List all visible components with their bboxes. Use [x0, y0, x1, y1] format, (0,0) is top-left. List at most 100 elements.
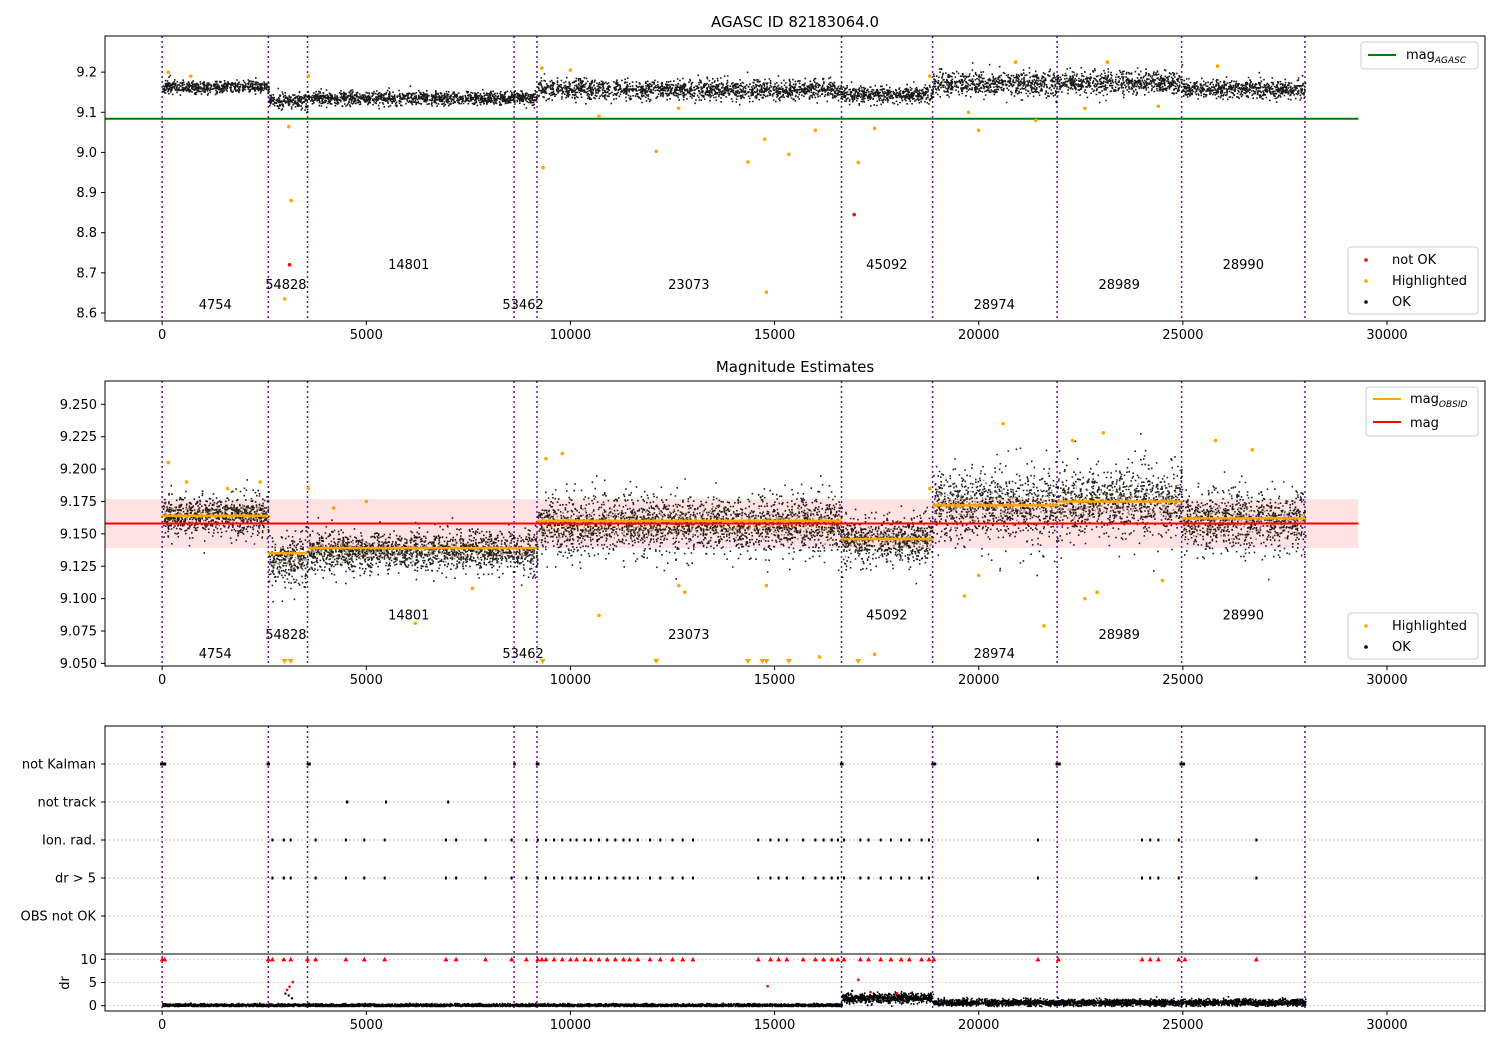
y-tick-label: 8.8: [76, 226, 97, 241]
flag-marker: [455, 876, 458, 880]
flag-marker: [802, 876, 805, 880]
dr-clipped-marker: [162, 956, 168, 962]
flag-marker: [636, 838, 639, 842]
flag-marker: [383, 838, 386, 842]
dr-clipped-marker: [690, 956, 696, 962]
flag-marker: [920, 876, 923, 880]
flag-marker: [606, 838, 609, 842]
flag-marker: [889, 876, 892, 880]
ok-point-cloud: [268, 87, 310, 114]
overlay-layer: [166, 60, 1220, 301]
highlighted-point: [976, 573, 981, 578]
flag-marker: [908, 876, 911, 880]
y-tick-label: 9.175: [60, 495, 97, 510]
flag-marker: [1177, 838, 1180, 842]
chart-title-agasc: AGASC ID 82183064.0: [711, 13, 879, 31]
dr-clipped-marker: [627, 956, 633, 962]
dr-point: [904, 992, 907, 995]
flag-marker: [900, 838, 903, 842]
flag-marker: [444, 838, 447, 842]
highlighted-point: [286, 124, 291, 129]
x-tick-label: 5000: [350, 673, 383, 688]
dr-clipped-marker: [382, 956, 388, 962]
highlighted-point: [1083, 106, 1087, 111]
legend-magnitude-lines: magOBSID mag: [1365, 386, 1479, 437]
legend-label-highlighted: Highlighted: [1392, 619, 1467, 634]
highlighted-point: [597, 613, 601, 618]
obsid-label: 4754: [199, 298, 232, 313]
highlighted-point: [682, 590, 687, 594]
panel-flags: not Kalman not track Ion. rad. dr > 5 OBS no…: [21, 725, 1486, 1033]
highlighted-point: [1034, 118, 1038, 123]
flag-marker: [553, 876, 556, 880]
x-tick-label: 0: [158, 328, 166, 343]
axes-agasc: 0 5000 10000 15000 20000 25000 30000 8.6 8.7 8.8 8…: [76, 66, 1407, 343]
plot-frame: [104, 725, 1486, 1012]
offscale-marker: [763, 659, 770, 664]
dr-clipped-marker: [1055, 956, 1061, 962]
flag-marker: [575, 876, 578, 880]
obsid-label: 28990: [1223, 258, 1264, 273]
flag-marker: [908, 838, 911, 842]
x-tick-label: 10000: [550, 328, 591, 343]
flag-marker: [271, 876, 274, 880]
y-tick-label: 9.225: [60, 430, 97, 445]
flag-marker: [484, 838, 487, 842]
obsid-label: 28989: [1098, 628, 1139, 643]
dr-point: [284, 992, 287, 995]
x-tick-label: 25000: [1162, 328, 1203, 343]
highlighted-point: [306, 486, 311, 491]
obsid-label: 45092: [866, 608, 907, 623]
flag-marker: [777, 876, 780, 880]
ok-point-cloud: [1181, 71, 1307, 103]
highlighted-point: [166, 460, 171, 465]
highlighted-point: [762, 137, 767, 141]
flag-marker: [842, 838, 845, 842]
ok-point-cloud: [514, 89, 539, 109]
not-ok-point: [852, 212, 857, 217]
flag-marker: [649, 876, 652, 880]
flag-marker: [1149, 838, 1152, 842]
flag-marker: [289, 876, 292, 880]
flag-marker: [814, 838, 817, 842]
flag-marker: [649, 838, 652, 842]
flag-marker: [536, 876, 539, 880]
dr-clipped-marker: [574, 956, 580, 962]
dr-point-cloud: [841, 990, 935, 1007]
flag-marker: [614, 876, 617, 880]
flag-marker: [1149, 876, 1152, 880]
ok-point-cloud: [841, 81, 935, 107]
flag-marker: [383, 876, 386, 880]
highlighted-point: [966, 110, 971, 115]
x-tick-label: 5000: [350, 1018, 383, 1033]
y-tick-label: 9.100: [60, 592, 97, 607]
flag-marker: [836, 876, 839, 880]
dr-clipped-marker: [567, 956, 573, 962]
legend-label-not-ok: not OK: [1392, 253, 1437, 268]
chart-title-magnitude-estimates: Magnitude Estimates: [716, 358, 874, 376]
flag-marker: [822, 838, 825, 842]
dr-clipped-marker: [288, 956, 294, 962]
flag-marker: [636, 876, 639, 880]
flag-marker: [447, 800, 450, 804]
x-tick-label: 10000: [550, 1018, 591, 1033]
flag-marker: [525, 838, 528, 842]
flag-marker: [1177, 876, 1180, 880]
flag-marker: [622, 876, 625, 880]
ok-points: [162, 62, 1307, 114]
highlighted-point: [813, 128, 818, 133]
obsid-label: 28990: [1223, 608, 1264, 623]
dr-clipped-marker: [898, 956, 904, 962]
legend-label-mag-obsid: magOBSID: [1410, 392, 1468, 410]
highlighted-point: [331, 506, 336, 510]
flag-marker: [802, 838, 805, 842]
dr-flagged-point: [291, 980, 295, 984]
ok-point-cloud: [514, 524, 539, 586]
legend-label-highlighted: Highlighted: [1392, 274, 1467, 289]
flag-row-label: not Kalman: [22, 758, 96, 773]
flag-marker: [535, 762, 540, 766]
dr-clipped-marker: [878, 956, 884, 962]
flag-marker: [282, 876, 285, 880]
dr-clipped-marker: [906, 956, 912, 962]
flag-marker: [614, 838, 617, 842]
